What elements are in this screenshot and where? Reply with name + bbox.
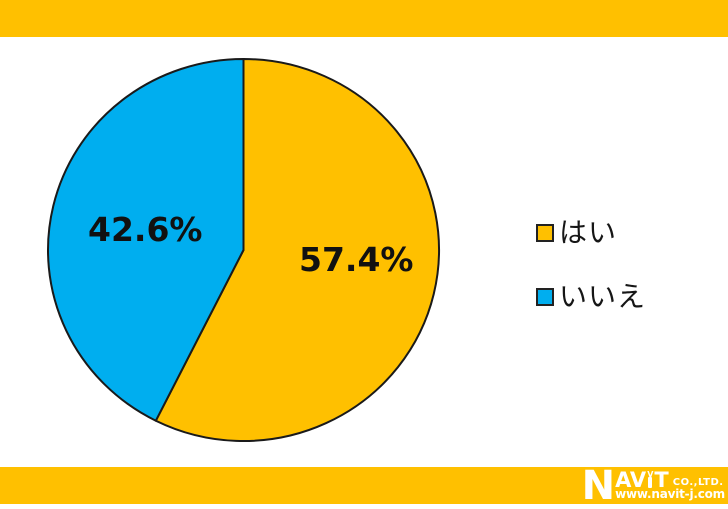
logo-letter-i: V — [647, 470, 654, 488]
legend: はい いいえ — [536, 216, 646, 344]
bottom-band: N AV V T CO.,LTD. www.navit-j.com — [0, 463, 728, 509]
pie-slice-1 — [47, 58, 245, 422]
logo-letter-t: T — [654, 468, 669, 492]
legend-swatch-yes-icon — [536, 223, 554, 242]
logo-letters-av: AV — [615, 468, 647, 492]
slice-value-label-no: 42.6% — [88, 210, 203, 249]
logo-url: www.navit-j.com — [615, 487, 725, 501]
legend-item-no: いいえ — [536, 280, 646, 313]
legend-label-no: いいえ — [559, 280, 647, 312]
logo-i-bar — [648, 477, 653, 488]
slice-value-label-yes: 57.4% — [299, 240, 414, 279]
legend-label-yes: はい — [559, 216, 618, 248]
top-band — [0, 0, 728, 37]
pie-slice-0 — [154, 58, 440, 442]
navit-logo: N AV V T CO.,LTD. www.navit-j.com — [581, 463, 726, 509]
pie-chart — [47, 58, 440, 442]
logo-company-suffix: CO.,LTD. — [672, 477, 724, 488]
rabbit-ears-icon: V — [647, 470, 654, 479]
logo-right-block: AV V T CO.,LTD. www.navit-j.com — [615, 468, 725, 501]
legend-item-yes: はい — [536, 216, 646, 249]
logo-letter-n: N — [581, 463, 616, 509]
legend-swatch-no-icon — [536, 287, 554, 306]
logo-wordmark: AV V T CO.,LTD. — [615, 468, 725, 492]
